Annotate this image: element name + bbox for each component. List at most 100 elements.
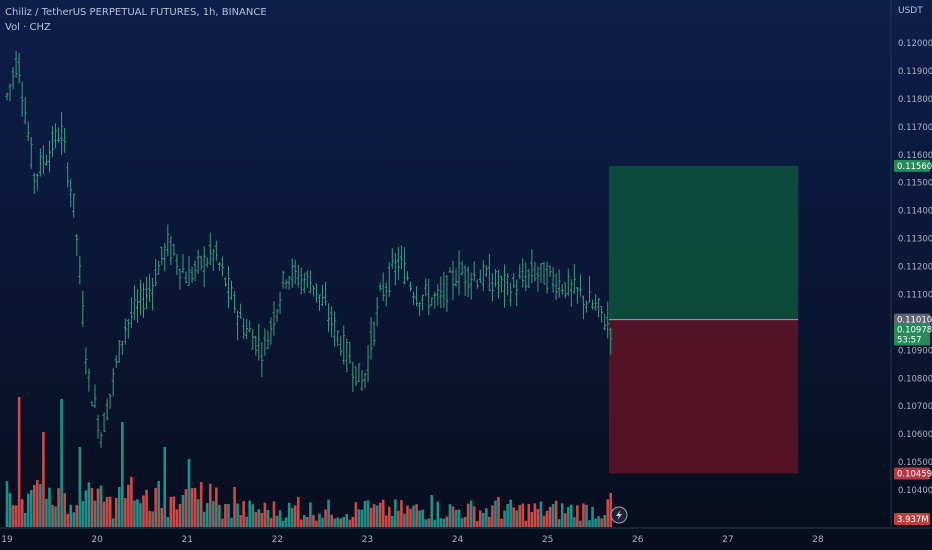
volume-bar (233, 487, 236, 527)
volume-bar (324, 509, 327, 527)
ohlc-bar (184, 271, 188, 284)
volume-bar (293, 505, 297, 527)
ohlc-bar (26, 121, 30, 141)
price-tick-label: 0.11600 (898, 151, 932, 161)
volume-bar (403, 513, 406, 527)
ohlc-bar (66, 162, 70, 188)
volume-bar (518, 505, 522, 527)
ohlc-bar (293, 259, 297, 284)
ohlc-bar (102, 412, 106, 433)
ohlc-bar (421, 294, 425, 311)
volume-bar (342, 516, 346, 527)
lightning-icon[interactable] (610, 506, 628, 524)
volume-bar (260, 512, 264, 527)
ohlc-bar (308, 270, 312, 294)
ohlc-bar (557, 269, 561, 298)
volume-bar (63, 493, 66, 527)
ohlc-bar (372, 321, 376, 347)
ohlc-bar (472, 261, 476, 282)
volume-bar (218, 504, 221, 527)
ohlc-bar (284, 279, 288, 289)
volume-indicator-label[interactable]: Vol · CHZ (5, 22, 51, 33)
volume-bar (242, 501, 245, 527)
volume-bar (321, 517, 324, 527)
ohlc-bar (503, 264, 507, 308)
ohlc-bar (457, 250, 461, 296)
ohlc-bar (390, 248, 394, 269)
volume-bar (488, 516, 491, 527)
volume-bar (315, 520, 318, 527)
ohlc-bar (105, 398, 109, 421)
volume-bar (497, 497, 500, 527)
volume-bar (345, 514, 349, 527)
entry-badge: 0.11010 (894, 313, 932, 326)
long-position-tool[interactable] (608, 165, 799, 474)
volume-bar (17, 397, 21, 527)
volume-bar (454, 510, 458, 527)
ohlc-bar (132, 285, 136, 321)
volume-bar (90, 488, 94, 527)
time-axis[interactable]: 19 20 21 22 23 24 25 26 27 28 (0, 527, 932, 545)
volume-bar (120, 422, 124, 527)
volume-bar (303, 515, 306, 527)
volume-bar (272, 501, 276, 527)
ohlc-bar (154, 259, 158, 286)
symbol-title[interactable]: Chiliz / TetherUS PERPETUAL FUTURES, 1h,… (5, 7, 267, 18)
ohlc-bar (90, 401, 94, 407)
volume-bar (215, 487, 218, 527)
ohlc-bar (493, 268, 497, 288)
ohlc-bar (330, 306, 334, 338)
volume-bar (151, 511, 154, 527)
bar-countdown: 53:57 (897, 336, 922, 346)
ohlc-bar (148, 273, 152, 303)
price-tick-label: 0.11300 (898, 235, 932, 245)
price-tick-label: 0.11500 (898, 179, 932, 189)
volume-bar (460, 518, 464, 527)
volume-bar (145, 489, 148, 527)
ohlc-bar (245, 318, 249, 340)
ohlc-bar (518, 264, 522, 280)
ohlc-bar (509, 282, 513, 307)
ohlc-bar (287, 275, 291, 290)
volume-bar (11, 505, 15, 527)
ohlc-bar (339, 335, 343, 356)
volume-bar (5, 481, 9, 527)
volume-bar (424, 519, 427, 527)
loss-zone[interactable] (608, 319, 799, 474)
volume-bar (394, 499, 397, 527)
ohlc-bar (145, 276, 149, 310)
volume-bar (108, 496, 112, 527)
time-tick-label: 22 (272, 535, 283, 545)
ohlc-bar (600, 305, 604, 323)
ohlc-bar (120, 341, 124, 355)
ohlc-bar (314, 283, 318, 303)
ohlc-bar (581, 295, 585, 320)
volume-bar (142, 495, 145, 527)
volume-bar (99, 485, 103, 527)
ohlc-bar (299, 267, 303, 295)
ohlc-bar (251, 329, 255, 350)
ohlc-bar (460, 260, 464, 276)
volume-bar (579, 520, 582, 527)
profit-zone[interactable] (608, 165, 799, 320)
ohlc-bar (47, 140, 51, 173)
price-axis[interactable]: 0.120000.119000.118000.117000.116000.115… (898, 39, 932, 496)
volume-bar (530, 511, 534, 527)
ohlc-bar (220, 256, 224, 277)
ohlc-bar (402, 247, 406, 285)
volume-bar (472, 506, 476, 527)
volume-bar (406, 505, 409, 527)
ohlc-bar (606, 301, 610, 339)
ohlc-bar (199, 255, 203, 271)
volume-bar (290, 507, 294, 527)
ohlc-bar (591, 299, 595, 310)
ohlc-bar (351, 361, 355, 392)
volume-bar (348, 519, 352, 527)
ohlc-bar (436, 284, 440, 306)
ohlc-bar (157, 260, 161, 275)
volume-bar (193, 487, 197, 527)
volume-bar (248, 500, 252, 527)
ohlc-bar (205, 257, 209, 268)
ohlc-bar (512, 273, 516, 289)
